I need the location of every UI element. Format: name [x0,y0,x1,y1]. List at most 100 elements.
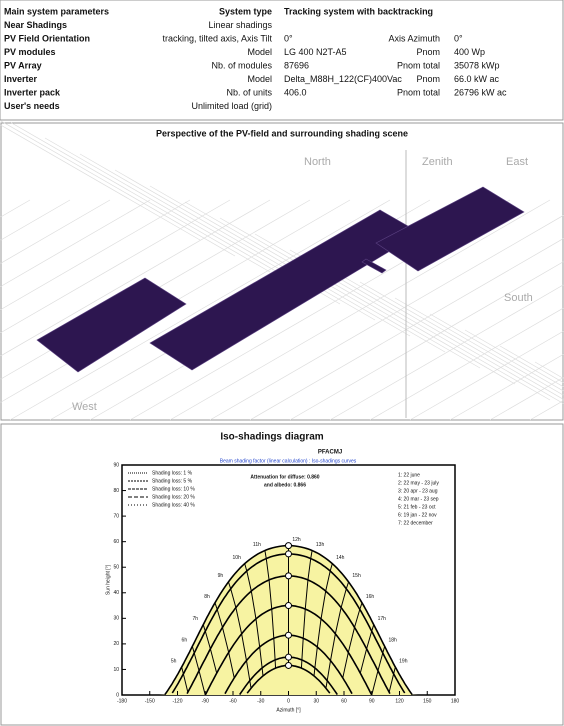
date-legend: 5: 21 feb - 23 oct [398,504,436,510]
hour-label: 12h [292,537,301,543]
grid-line [0,199,111,265]
param-cell: Near Shadings [4,20,67,30]
shading-object [361,258,387,274]
hour-label: 15h [352,573,361,579]
param-cell: Main system parameters [4,6,109,16]
hour-label: 10h [233,555,242,561]
x-tick-label: 0 [287,698,290,704]
param-cell: 406.0 [284,87,307,97]
attenuation: Attenuation for diffuse: 0.860 [250,474,319,480]
hour-line [300,550,313,669]
pv-field [36,277,187,373]
iso-subtitle: PFACMJ [318,450,342,456]
hour-label: 16h [366,594,375,600]
hour-line [371,646,386,696]
param-cell: PV modules [4,47,56,57]
param-cell: 87696 [284,60,309,70]
south-label: South [504,292,533,304]
noon-marker [285,631,292,639]
param-cell: Pnom total [397,87,440,97]
west-label: West [72,401,97,413]
hour-line [181,666,189,693]
hour-line [313,563,333,676]
iso-frame [0,423,564,726]
grid-line [324,265,564,405]
perspective-title: Perspective of the PV-field and surround… [156,128,408,138]
param-cell: 0° [454,33,463,43]
x-tick-label: -60 [229,698,236,704]
date-legend: 4: 20 mar - 23 sep [398,496,439,502]
grid-line [0,199,231,334]
grid-line [9,121,271,273]
param-cell: Inverter pack [4,87,61,97]
param-cell: Model [247,47,272,57]
noon-marker [285,572,292,580]
grid-line [209,214,564,421]
hour-label: 18h [388,638,397,644]
param-cell: 26796 kW ac [454,87,507,97]
hour-line [244,563,264,676]
attenuation: and albedo: 0.866 [264,482,306,488]
grid-line [329,284,564,421]
y-tick-label: 90 [113,462,119,468]
param-cell: Pnom [416,47,440,57]
grid-line [369,307,564,421]
hour-label: 19h [399,658,408,664]
hour-label: 9h [218,573,224,579]
date-legend: 7: 22 december [398,520,433,526]
date-legend: 2: 22 may - 23 july [398,480,439,486]
x-tick-label: -90 [202,698,209,704]
y-tick-label: 80 [113,488,119,494]
grid-line [219,217,481,369]
x-tick-label: 150 [423,698,432,704]
grid-line [114,169,376,321]
loss-legend: Shading loss: 20 % [152,494,195,500]
param-cell: Pnom [416,74,440,84]
x-tick-label: 60 [341,698,347,704]
hour-label: 7h [192,616,198,622]
grid-line [359,281,564,401]
params-table: Main system parameters System type Trackin… [4,6,507,111]
param-cell: Unlimited load (grid) [191,101,272,111]
hour-line [325,581,350,689]
north-label: North [304,156,331,168]
param-cell: System type [219,6,272,16]
loss-legend: Shading loss: 1 % [152,470,193,476]
param-cell: 66.0 kW ac [454,74,500,84]
y-axis-label: Sun height [°] [105,564,111,595]
grid-line [9,199,391,421]
param-cell: Tracking system with backtracking [284,6,433,16]
iso-chart: 5h 6h 7h 8h 9h 10h 11h 12h 13h 14h 15h 16h 17h 18h 19h… [105,462,459,713]
grid-line [249,237,564,421]
zenith-label: Zenith [422,156,453,168]
x-tick-label: -180 [117,698,127,704]
hour-line [264,550,277,669]
loss-legend: Shading loss: 40 % [152,502,195,508]
iso-title: Iso-shadings diagram [220,432,323,443]
param-cell: LG 400 N2T-A5 [284,47,347,57]
y-tick-label: 40 [113,590,119,596]
y-tick-label: 0 [116,692,119,698]
param-cell: 400 Wp [454,47,485,57]
param-cell: Model [247,74,272,84]
pv-fields [36,186,525,373]
noon-marker [285,661,292,669]
grid-line [44,137,306,289]
east-label: East [506,156,528,168]
loss-legend: Shading loss: 10 % [152,486,195,492]
beam-note: Beam shading factor (linear calculation)… [220,458,357,464]
y-tick-label: 50 [113,565,119,571]
x-tick-label: -120 [172,698,182,704]
hour-line [191,646,206,696]
hour-line [342,602,363,679]
param-cell: tracking, tilted axis, Axis Tilt [162,33,272,43]
param-cell: Nb. of units [226,87,272,97]
y-tick-label: 10 [113,667,119,673]
pv-field [375,186,525,272]
x-tick-label: 180 [451,698,460,704]
loss-legend: Shading loss: 5 % [152,478,193,484]
param-cell: User's needs [4,101,60,111]
param-cell: Nb. of modules [211,60,272,70]
x-tick-label: 120 [395,698,404,704]
